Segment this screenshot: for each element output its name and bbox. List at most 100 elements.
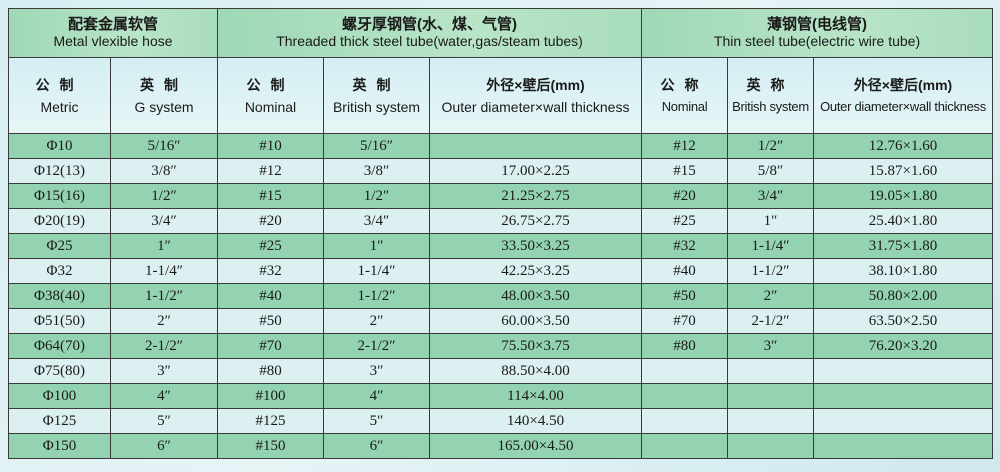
table-cell: #100 [217, 383, 324, 409]
table-cell: 1-1/4″ [323, 258, 430, 284]
pipe-spec-table: 配套金属软管 Metal vlexible hose 螺牙厚钢管(水、煤、气管) T… [8, 8, 994, 459]
table-cell: 3/8″ [323, 158, 430, 184]
table-cell: 2″ [727, 283, 815, 309]
table-cell: #15 [641, 158, 729, 184]
table-cell [727, 358, 815, 384]
table-cell: 31.75×1.80 [813, 233, 994, 259]
table-cell [813, 408, 994, 434]
table-cell: 6″ [110, 433, 218, 459]
table-cell [641, 408, 729, 434]
table-cell [641, 358, 729, 384]
table-cell: 1-1/2″ [110, 283, 218, 309]
table-row: Φ10 5/16″ #10 5/16″ #12 1/2″ 12.76×1.60 [8, 133, 994, 159]
table-cell: #50 [217, 308, 324, 334]
table-row: Φ25 1″ #25 1″ 33.50×3.25 #32 1-1/4″ 31.75×1.80 [8, 233, 994, 259]
table-cell: Φ75(80) [8, 358, 111, 384]
table-cell: 3/4″ [727, 183, 815, 209]
column-header: 英称 British system [727, 57, 815, 134]
table-cell: Φ125 [8, 408, 111, 434]
table-cell [641, 383, 729, 409]
table-cell: 165.00×4.50 [428, 433, 643, 459]
table-cell: 33.50×3.25 [428, 233, 643, 259]
table-cell: 38.10×1.80 [813, 258, 994, 284]
table-cell [428, 133, 643, 159]
table-cell [727, 408, 815, 434]
table-row: Φ51(50) 2″ #50 2″ 60.00×3.50 #70 2-1/2″ 63.50×2… [8, 308, 994, 334]
table-cell: Φ64(70) [8, 333, 111, 359]
table-cell: 2″ [323, 308, 430, 334]
table-cell: 88.50×4.00 [428, 358, 643, 384]
column-header-en: G system [134, 98, 194, 115]
table-row: Φ32 1-1/4″ #32 1-1/4″ 42.25×3.25 #40 1-1/2″ 38.… [8, 258, 994, 284]
table-cell: 17.00×2.25 [428, 158, 643, 184]
table-row: Φ20(19) 3/4″ #20 3/4″ 26.75×2.75 #25 1″ 25.40×1… [8, 208, 994, 234]
table-cell: #32 [217, 258, 324, 284]
table-cell [641, 433, 729, 459]
column-header-en: Nominal [244, 98, 297, 115]
table-row: Φ100 4″ #100 4″ 114×4.00 [8, 383, 994, 409]
column-header-en: Outer diameter×wall thickness [441, 98, 630, 115]
table-cell: #80 [217, 358, 324, 384]
table-cell: #20 [217, 208, 324, 234]
table-cell: 140×4.50 [428, 408, 643, 434]
table-cell: 1-1/2″ [727, 258, 815, 284]
table-cell: 1″ [727, 208, 815, 234]
table-cell: 3″ [727, 333, 815, 359]
column-header: 英制 British system [323, 57, 430, 134]
table-cell: 4″ [323, 383, 430, 409]
table-cell: Φ38(40) [8, 283, 111, 309]
group-header-thick: 螺牙厚钢管(水、煤、气管) Threaded thick steel tube(w… [216, 8, 643, 58]
group-header-thin: 薄钢管(电线管) Thin steel tube(electric wire tu… [641, 8, 994, 58]
table-cell: 3/4″ [323, 208, 430, 234]
table-cell: 25.40×1.80 [813, 208, 994, 234]
table-cell: Φ10 [8, 133, 111, 159]
table-cell: 2-1/2″ [323, 333, 430, 359]
table-cell: 3/8″ [110, 158, 218, 184]
column-header-cn: 公称 [660, 76, 709, 93]
column-header-row: 公制 Metric 英制 G system 公制 Nominal 英制 British sys… [8, 57, 994, 134]
table-cell: #50 [641, 283, 729, 309]
table-cell: 1/2″ [727, 133, 815, 159]
table-cell [727, 433, 815, 459]
table-cell: #25 [641, 208, 729, 234]
table-row: Φ12(13) 3/8″ #12 3/8″ 17.00×2.25 #15 5/8″ 15.87… [8, 158, 994, 184]
table-cell: 19.05×1.80 [813, 183, 994, 209]
table-cell: 75.50×3.75 [428, 333, 643, 359]
table-cell: 26.75×2.75 [428, 208, 643, 234]
table-cell: 12.76×1.60 [813, 133, 994, 159]
table-cell [813, 433, 994, 459]
table-cell: #125 [217, 408, 324, 434]
column-header-en: Nominal [661, 98, 708, 114]
table-cell [813, 383, 994, 409]
column-header-en: Metric [40, 98, 79, 115]
table-cell: #32 [641, 233, 729, 259]
table-cell: 76.20×3.20 [813, 333, 994, 359]
group-title-en: Metal vlexible hose [53, 33, 173, 49]
column-header: 公称 Nominal [641, 57, 729, 134]
table-cell: Φ25 [8, 233, 111, 259]
column-header-cn: 外径×壁后(mm) [853, 76, 953, 93]
table-cell [727, 383, 815, 409]
group-title-cn: 薄钢管(电线管) [767, 16, 868, 33]
table-cell: #10 [217, 133, 324, 159]
table-cell: 5/16″ [110, 133, 218, 159]
column-header-en: Outer diameter×wall thickness [820, 98, 986, 114]
column-header-en: British system [332, 98, 421, 115]
table-cell: #80 [641, 333, 729, 359]
table-cell: 2-1/2″ [727, 308, 815, 334]
table-cell: #40 [217, 283, 324, 309]
table-cell: 1/2″ [323, 183, 430, 209]
group-title-cn: 配套金属软管 [67, 16, 158, 33]
table-cell: 42.25×3.25 [428, 258, 643, 284]
table-cell: 15.87×1.60 [813, 158, 994, 184]
table-cell: #150 [217, 433, 324, 459]
column-header: 公制 Metric [8, 57, 111, 134]
table-cell: 6″ [323, 433, 430, 459]
column-header-cn: 公制 [246, 76, 295, 93]
table-cell: 63.50×2.50 [813, 308, 994, 334]
table-cell: Φ51(50) [8, 308, 111, 334]
table-cell: 2″ [110, 308, 218, 334]
table-cell: 5/8″ [727, 158, 815, 184]
table-cell: Φ100 [8, 383, 111, 409]
column-header: 英制 G system [110, 57, 218, 134]
